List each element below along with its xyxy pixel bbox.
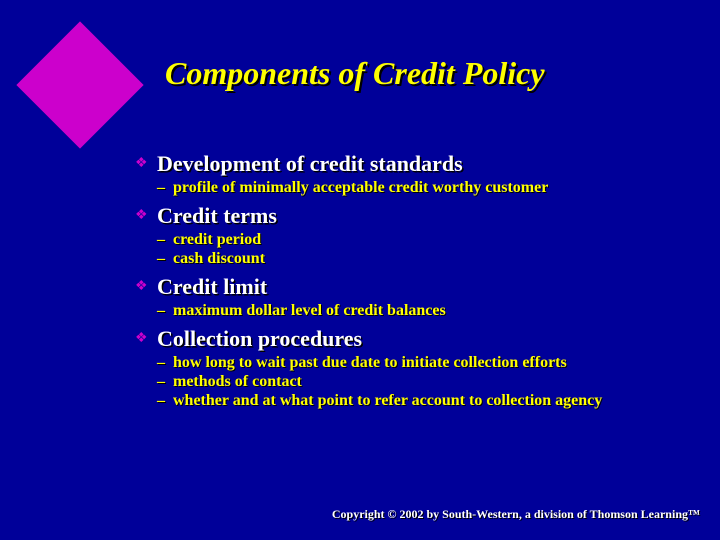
copyright-footer: Copyright © 2002 by South-Western, a div… xyxy=(332,507,700,522)
dash-bullet-icon: – xyxy=(157,250,165,268)
dash-bullet-icon: – xyxy=(157,179,165,197)
diamond-bullet-icon: ❖ xyxy=(135,209,149,223)
dash-bullet-icon: – xyxy=(157,392,165,410)
sub-item-label: methods of contact xyxy=(173,373,302,391)
diamond-bullet-icon: ❖ xyxy=(135,280,149,294)
list-item: ❖ Collection procedures xyxy=(135,326,705,352)
sub-list-item: – cash discount xyxy=(157,250,705,268)
slide-title: Components of Credit Policy xyxy=(165,55,705,92)
list-item: ❖ Credit limit xyxy=(135,274,705,300)
slide-content: ❖ Development of credit standards – prof… xyxy=(135,145,705,411)
main-item-label: Collection procedures xyxy=(157,326,362,352)
sub-list-item: – credit period xyxy=(157,231,705,249)
dash-bullet-icon: – xyxy=(157,302,165,320)
dash-bullet-icon: – xyxy=(157,354,165,372)
diamond-bullet-icon: ❖ xyxy=(135,157,149,171)
sub-list-item: – profile of minimally acceptable credit… xyxy=(157,179,705,197)
diamond-bullet-icon: ❖ xyxy=(135,332,149,346)
main-item-label: Development of credit standards xyxy=(157,151,463,177)
sub-list-item: – methods of contact xyxy=(157,373,705,391)
list-item: ❖ Development of credit standards xyxy=(135,151,705,177)
list-item: ❖ Credit terms xyxy=(135,203,705,229)
decorative-diamond xyxy=(16,21,143,148)
main-item-label: Credit terms xyxy=(157,203,277,229)
sub-item-label: profile of minimally acceptable credit w… xyxy=(173,179,548,197)
sub-item-label: whether and at what point to refer accou… xyxy=(173,392,602,410)
sub-list-item: – maximum dollar level of credit balance… xyxy=(157,302,705,320)
dash-bullet-icon: – xyxy=(157,231,165,249)
sub-list-item: – whether and at what point to refer acc… xyxy=(157,392,705,410)
sub-item-label: cash discount xyxy=(173,250,265,268)
sub-item-label: how long to wait past due date to initia… xyxy=(173,354,567,372)
sub-list-item: – how long to wait past due date to init… xyxy=(157,354,705,372)
dash-bullet-icon: – xyxy=(157,373,165,391)
sub-item-label: credit period xyxy=(173,231,261,249)
main-item-label: Credit limit xyxy=(157,274,267,300)
sub-item-label: maximum dollar level of credit balances xyxy=(173,302,446,320)
